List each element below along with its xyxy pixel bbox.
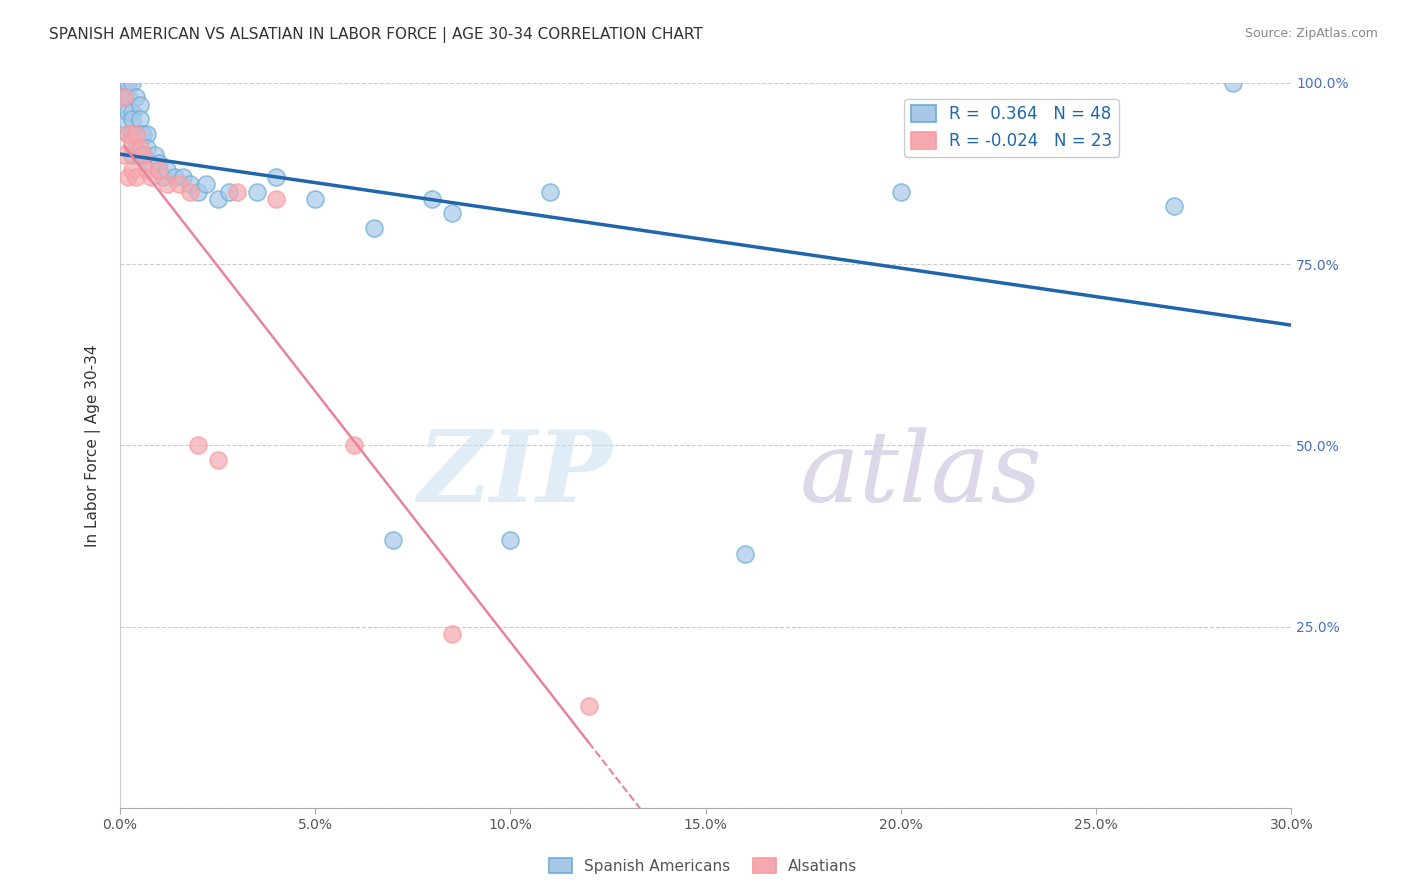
Point xyxy=(121,163,143,178)
Point xyxy=(117,170,139,185)
Text: ZIP: ZIP xyxy=(418,426,612,523)
Point xyxy=(136,127,159,141)
Point xyxy=(124,127,146,141)
Point xyxy=(207,453,229,467)
Point xyxy=(187,438,209,452)
Point xyxy=(117,104,139,119)
Point xyxy=(207,192,229,206)
Point xyxy=(124,90,146,104)
Point xyxy=(112,148,135,162)
Text: SPANISH AMERICAN VS ALSATIAN IN LABOR FORCE | AGE 30-34 CORRELATION CHART: SPANISH AMERICAN VS ALSATIAN IN LABOR FO… xyxy=(49,27,703,43)
Point xyxy=(112,76,135,90)
Point xyxy=(141,170,163,185)
Point xyxy=(124,170,146,185)
Point xyxy=(128,148,150,162)
Point xyxy=(1222,76,1244,90)
Point xyxy=(264,170,287,185)
Point xyxy=(124,141,146,155)
Point xyxy=(363,221,385,235)
Point xyxy=(128,97,150,112)
Point xyxy=(121,148,143,162)
Text: atlas: atlas xyxy=(800,426,1042,522)
Point xyxy=(382,533,405,547)
Point xyxy=(112,90,135,104)
Point xyxy=(156,178,179,192)
Point xyxy=(179,185,201,199)
Point xyxy=(132,127,155,141)
Y-axis label: In Labor Force | Age 30-34: In Labor Force | Age 30-34 xyxy=(86,344,101,547)
Point xyxy=(440,627,463,641)
Point xyxy=(128,127,150,141)
Point xyxy=(148,155,170,169)
Point xyxy=(163,170,186,185)
Point xyxy=(226,185,249,199)
Point xyxy=(167,178,190,192)
Point xyxy=(422,192,444,206)
Point xyxy=(187,185,209,199)
Point xyxy=(136,163,159,178)
Point xyxy=(578,699,600,714)
Point xyxy=(141,155,163,169)
Point xyxy=(124,127,146,141)
Point xyxy=(246,185,269,199)
Point xyxy=(156,163,179,178)
Point xyxy=(538,185,561,199)
Point xyxy=(117,90,139,104)
Point xyxy=(117,127,139,141)
Point xyxy=(121,112,143,127)
Point xyxy=(132,148,155,162)
Point xyxy=(152,170,174,185)
Point xyxy=(117,76,139,90)
Point xyxy=(499,533,522,547)
Point xyxy=(136,141,159,155)
Point xyxy=(132,148,155,162)
Point xyxy=(128,112,150,127)
Point xyxy=(440,206,463,220)
Point xyxy=(121,76,143,90)
Point xyxy=(112,112,135,127)
Point xyxy=(112,90,135,104)
Point xyxy=(172,170,194,185)
Point xyxy=(1163,199,1185,213)
Point xyxy=(117,127,139,141)
Point xyxy=(179,178,201,192)
Point xyxy=(304,192,326,206)
Point xyxy=(734,547,756,561)
Point xyxy=(264,192,287,206)
Point xyxy=(343,438,366,452)
Point xyxy=(121,104,143,119)
Point xyxy=(890,185,912,199)
Point xyxy=(218,185,240,199)
Point xyxy=(121,134,143,148)
Point xyxy=(194,178,217,192)
Point xyxy=(121,127,143,141)
Point xyxy=(128,141,150,155)
Text: Source: ZipAtlas.com: Source: ZipAtlas.com xyxy=(1244,27,1378,40)
Point xyxy=(148,163,170,178)
Point xyxy=(143,148,166,162)
Legend: R =  0.364   N = 48, R = -0.024   N = 23: R = 0.364 N = 48, R = -0.024 N = 23 xyxy=(904,98,1119,156)
Legend: Spanish Americans, Alsatians: Spanish Americans, Alsatians xyxy=(543,852,863,880)
